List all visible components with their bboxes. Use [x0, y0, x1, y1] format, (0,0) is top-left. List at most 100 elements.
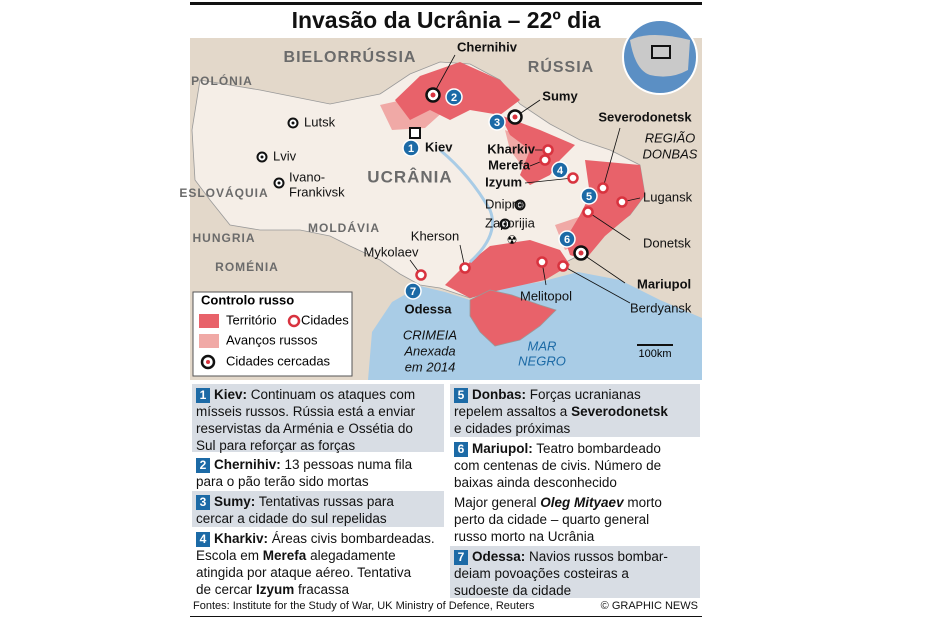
panel-text: Navios russos bombar- [525, 549, 668, 564]
panel-text: fracassa [294, 582, 350, 597]
legend-item: Avanços russos [226, 332, 318, 347]
crimea [469, 289, 557, 347]
map-marker [551, 161, 569, 179]
panel-text: baixas ainda desconhecido [454, 475, 617, 490]
city-dot [518, 203, 522, 207]
city-encircled [430, 92, 436, 98]
leader-line [524, 177, 574, 184]
city-red [539, 154, 551, 166]
panel-text: Continuam os ataques com [247, 387, 416, 402]
city-encircled [578, 250, 584, 256]
panel-text: mísseis russos. Rússia está a enviar [196, 404, 416, 419]
city-red [557, 260, 569, 272]
panel-text: sudoeste da cidade [454, 583, 572, 598]
city-label: Kiev [425, 139, 453, 154]
legend [192, 291, 353, 377]
city-label: Ivano- [289, 169, 325, 184]
map-marker-number: 3 [494, 117, 500, 129]
panel-text: perto da cidade – quarto general [454, 512, 650, 527]
region-label: CRIMEIA [403, 327, 457, 342]
sea-label: NEGRO [518, 353, 566, 368]
credit: © GRAPHIC NEWS [600, 600, 698, 612]
city-dot [291, 121, 295, 125]
panel-text: Tentativas russas para [255, 494, 394, 509]
legend-item: Cidades cercadas [226, 353, 331, 368]
panel-text: Major general [454, 495, 541, 510]
city-label: Sumy [542, 88, 578, 103]
panel: 7 Odessa: Navios russos bombar- deiam pov… [450, 546, 700, 598]
map-marker-number: 1 [408, 143, 414, 155]
panel-number: 6 [454, 442, 468, 457]
panel-text: Áreas civis bombardeadas. [268, 531, 435, 546]
city-dot [277, 181, 281, 185]
city-red [616, 196, 628, 208]
country-label: MOLDÁVIA [308, 220, 380, 235]
panel-text: Kharkiv: [214, 531, 269, 546]
city-label: Frankivsk [289, 184, 345, 199]
panel: 5 Donbas: Forças ucranianas repelem assal… [450, 384, 700, 437]
panel-text: Izyum [256, 582, 295, 597]
panel: 1 Kiev: Continuam os ataques com mísseis … [192, 384, 444, 453]
panel-text: de cercar [196, 582, 257, 597]
map-marker-number: 2 [451, 92, 457, 104]
panel-number: 2 [196, 458, 210, 473]
city-label: Zaporijia [485, 215, 536, 230]
panel: 3 Sumy: Tentativas russas para cercar a c… [192, 491, 444, 527]
city-label: Merefa [488, 157, 531, 172]
map-marker-number: 7 [410, 286, 416, 298]
map-marker [404, 282, 422, 300]
nuclear-icon: ☢ [507, 233, 518, 247]
region-label: DONBAS [643, 146, 698, 161]
country-label: POLÓNIA [191, 73, 253, 88]
panel-number: 3 [196, 495, 210, 510]
panel-number: 7 [454, 550, 468, 565]
panel: 4 Kharkiv: Áreas civis bombardeadas. Esco… [192, 528, 444, 598]
leader-line [602, 127, 621, 189]
panel-text: Teatro bombardeado [532, 441, 661, 456]
map-marker [445, 88, 463, 106]
map-marker [580, 187, 598, 205]
city-label: Izyum [485, 174, 522, 189]
panel-text: e cidades próximas [454, 421, 571, 436]
legend-title: Controlo russo [201, 292, 294, 307]
city-red [415, 269, 427, 281]
panel-text: Oleg Mityaev [540, 495, 624, 510]
country-label: ESLOVÁQUIA [179, 185, 268, 200]
panel-text: para o pão terão sido mortas [196, 474, 369, 489]
legend-item: Território [226, 312, 277, 327]
panel-text: com centenas de civis. Número de [454, 458, 662, 473]
region-label: Anexada [403, 343, 455, 358]
panel-text: Forças ucranianas [526, 387, 641, 402]
panel-text: Kiev: [214, 387, 248, 402]
panel: 2 Chernihiv: 13 pessoas numa fila para o … [192, 454, 444, 490]
capital [409, 127, 421, 139]
panel-text: Severodonetsk [571, 404, 668, 419]
map-marker-number: 5 [586, 191, 592, 203]
panel-text: reservistas da Arménia e Ossétia do [196, 421, 413, 436]
city-red [542, 144, 554, 156]
panel-number: 4 [196, 532, 210, 547]
legend-swatch [199, 334, 219, 348]
panel-text: repelem assaltos a [454, 404, 572, 419]
panel-text: Mariupol: [472, 441, 533, 456]
panel-text: deiam povoações costeiras a [454, 566, 629, 581]
city-dot [260, 155, 264, 159]
sea-label: MAR [528, 338, 557, 353]
globe-land [630, 35, 690, 77]
city-label: Chernihiv [457, 39, 518, 54]
city-label: Odessa [405, 301, 453, 316]
city-label: Lugansk [643, 189, 693, 204]
city-label: Mykolaev [364, 244, 419, 259]
country-label: HUNGRIA [193, 231, 256, 245]
leader-line [580, 252, 626, 284]
title: Invasão da Ucrânia – 22º dia [292, 7, 601, 33]
panel: 6 Mariupol: Teatro bombardeado com centen… [450, 438, 700, 545]
city-label: Melitopol [520, 288, 572, 303]
dnipro-river [439, 148, 494, 264]
city-dot [503, 222, 507, 226]
city-red [597, 182, 609, 194]
panel-text: Sul para reforçar as forças [196, 438, 356, 453]
city-red [567, 172, 579, 184]
city-red [459, 262, 471, 274]
